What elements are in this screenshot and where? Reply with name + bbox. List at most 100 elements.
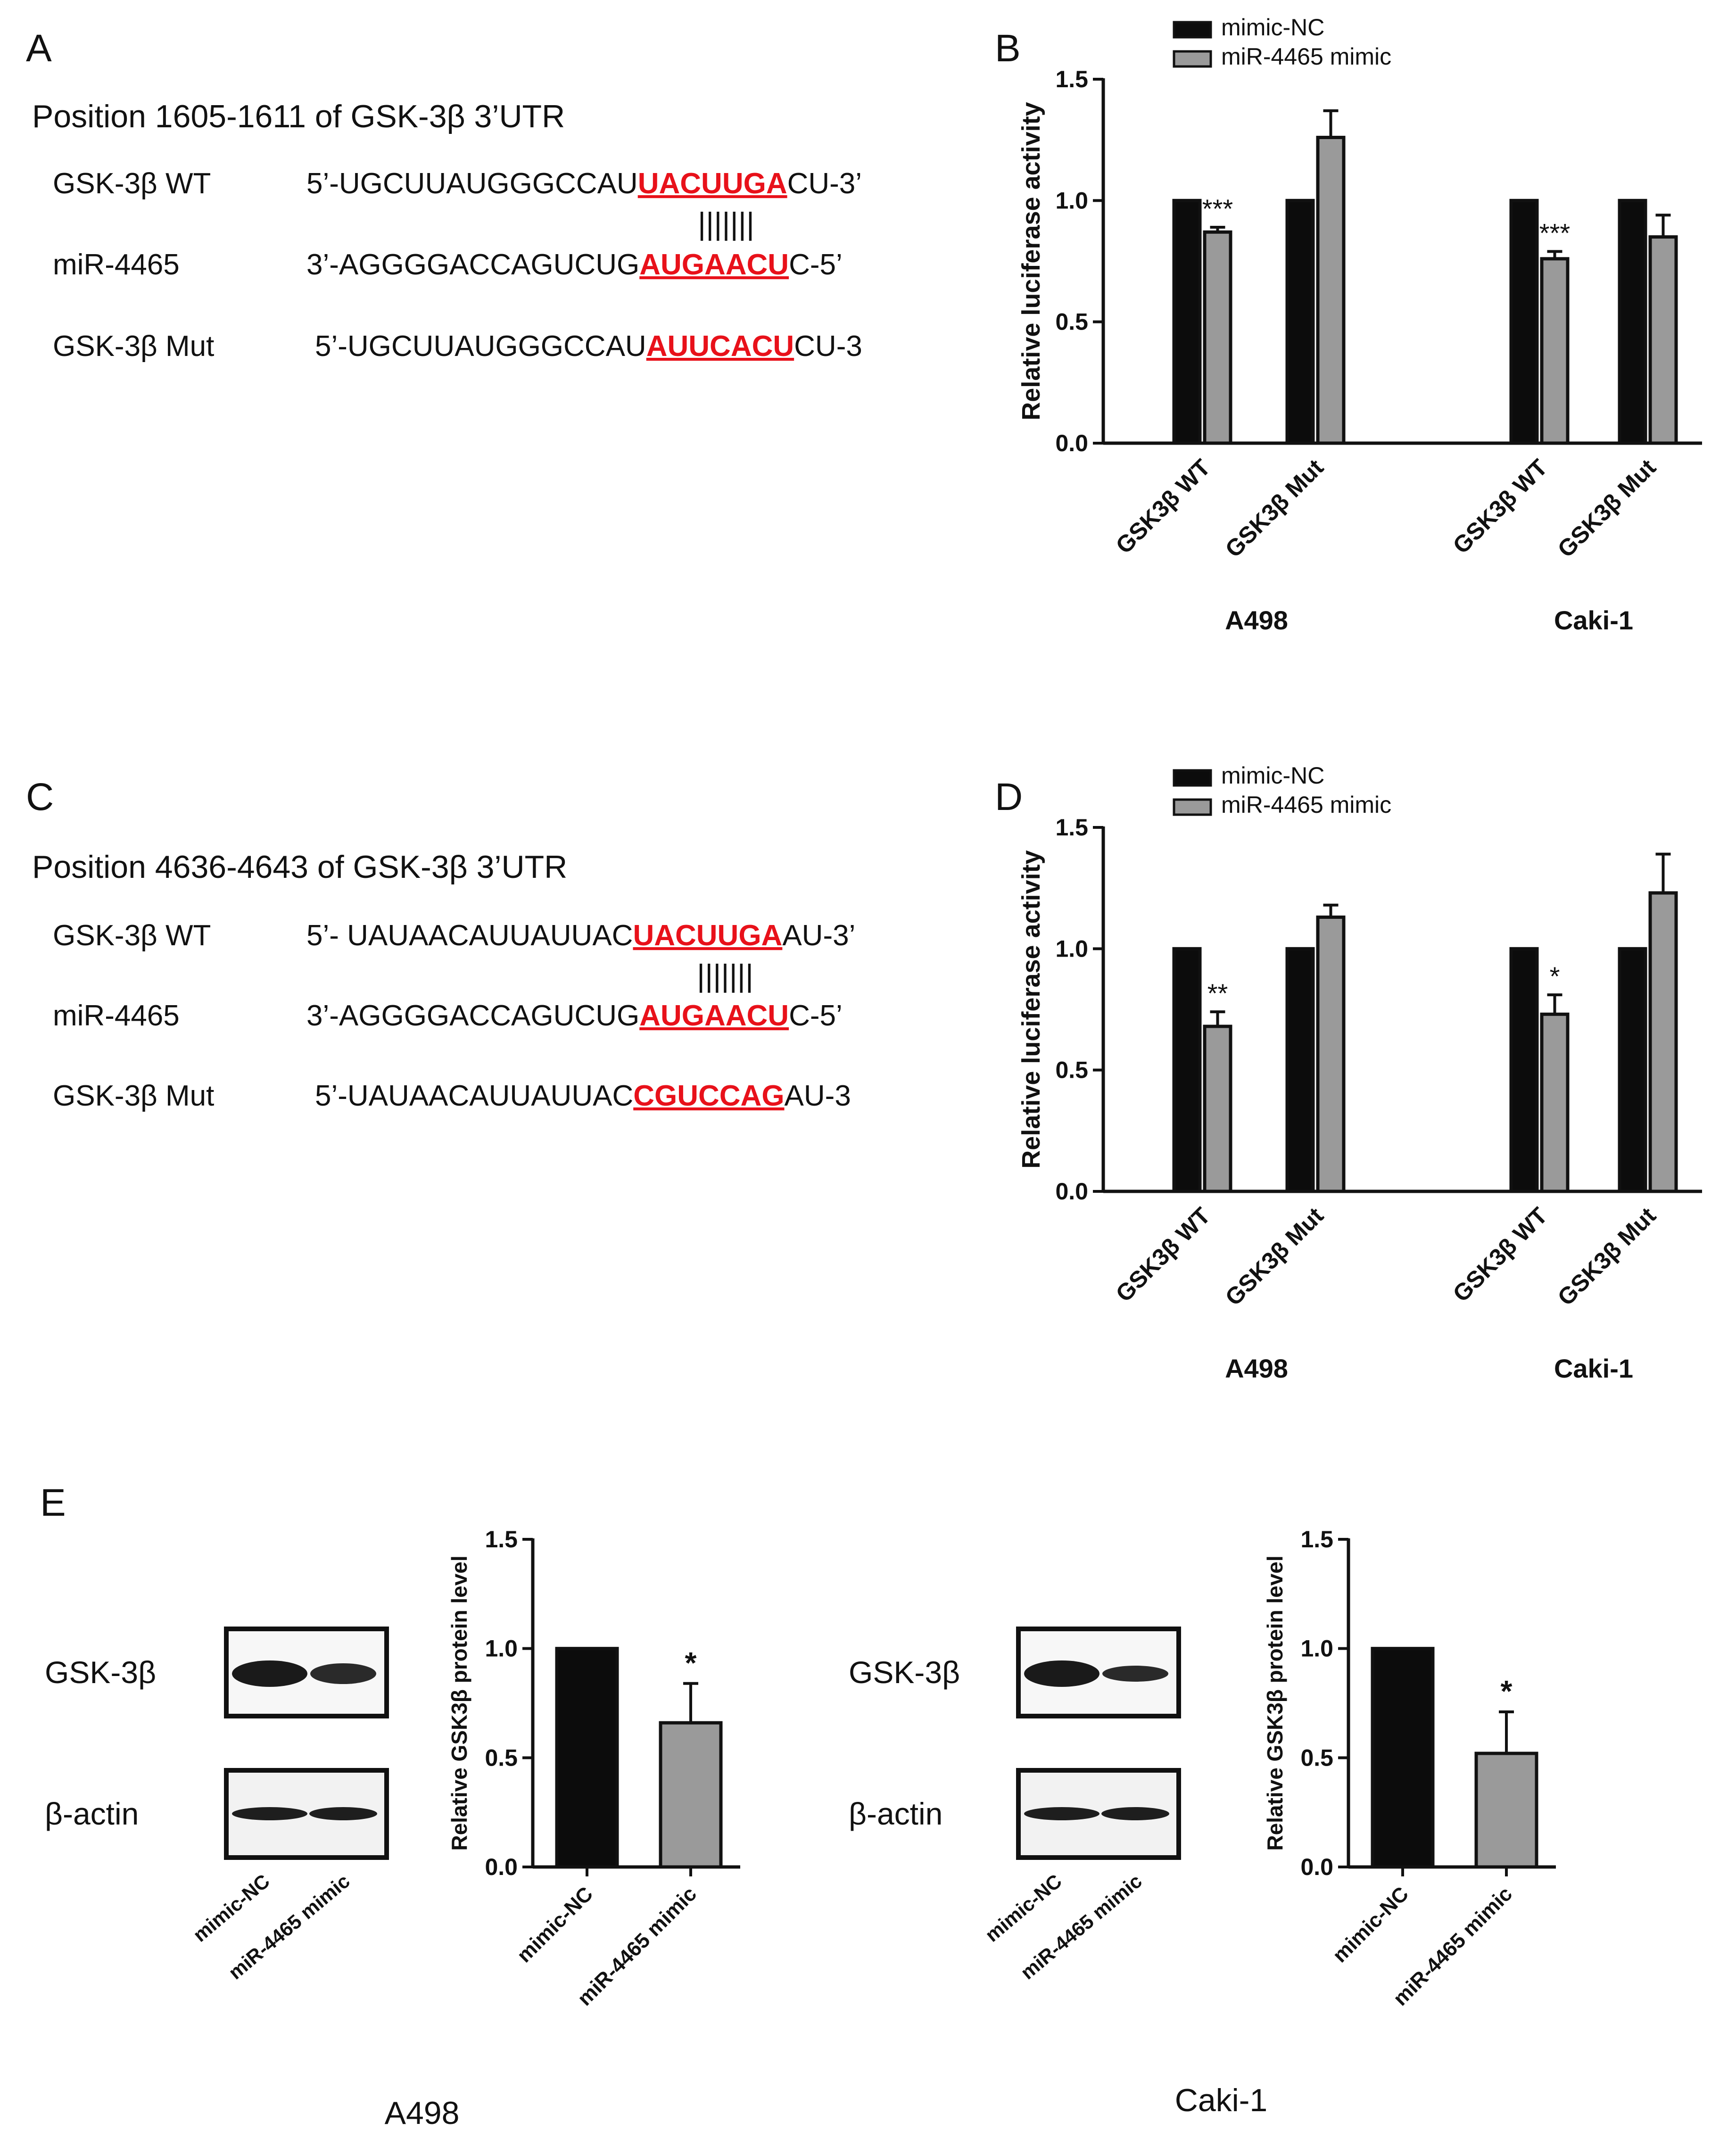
panel-A-row-label: GSK-3β Mut bbox=[53, 330, 214, 363]
chart-E2-significance: * bbox=[1501, 1674, 1513, 1708]
chart-D-bar-mir-4465 bbox=[1648, 891, 1678, 1193]
chart-B-bar-mimic-nc bbox=[1172, 198, 1202, 445]
sequence-flank: C-5’ bbox=[789, 999, 843, 1032]
chart-D-group-label: Caki-1 bbox=[1554, 1354, 1633, 1383]
legend-label: mimic-NC bbox=[1221, 14, 1324, 41]
chart-E2-y-tick-label: 0.5 bbox=[1300, 1744, 1333, 1771]
panel-A-sequence: 5’-UGCUUAUGGGCCAUUACUUGACU-3’ bbox=[306, 167, 862, 200]
panel-E-letter: E bbox=[40, 1481, 66, 1524]
blot-Caki1-band-label: β-actin bbox=[849, 1796, 942, 1831]
legend-label: mimic-NC bbox=[1221, 762, 1324, 789]
chart-D-bar-mimic-nc bbox=[1618, 947, 1647, 1193]
panel-A-sequence: 5’-UGCUUAUGGGCCAUAUUCACUCU-3 bbox=[315, 330, 862, 363]
chart-E1-y-tick-label: 1.0 bbox=[485, 1635, 518, 1662]
panel-A-pairing: ||||||| bbox=[698, 206, 754, 241]
legend-label: miR-4465 mimic bbox=[1221, 43, 1391, 70]
chart-D-x-tick-label: GSK3β Mut bbox=[1220, 1202, 1329, 1311]
blot-A498-cell-label: A498 bbox=[385, 2095, 460, 2131]
blot-A498-lane-label: mimic-NC bbox=[189, 1870, 273, 1946]
panel-A-row-label: GSK-3β WT bbox=[53, 167, 211, 200]
chart-D-y-tick-label: 0.5 bbox=[1055, 1057, 1088, 1083]
chart-B-group-label: Caki-1 bbox=[1554, 605, 1633, 635]
chart-B-x-tick-label: GSK3β Mut bbox=[1220, 454, 1329, 562]
chart-B-x-tick-label: GSK3β WT bbox=[1448, 454, 1553, 559]
blot-A498-band bbox=[232, 1807, 307, 1820]
blot-A498-band-label: GSK-3β bbox=[45, 1655, 156, 1690]
chart-D-y-tick-label: 1.5 bbox=[1055, 814, 1088, 841]
chart-B-bar-mir-4465 bbox=[1203, 230, 1232, 445]
chart-B-bar-mimic-nc bbox=[1618, 198, 1647, 445]
chart-D-bar-mimic-nc bbox=[1285, 947, 1315, 1193]
chart-D-y-tick-label: 1.0 bbox=[1055, 935, 1088, 962]
chart-E2-bar bbox=[1371, 1647, 1435, 1869]
panel-C-heading: Position 4636-4643 of GSK-3β 3’UTR bbox=[32, 849, 567, 885]
legend-swatch bbox=[1173, 798, 1212, 816]
blot-Caki1-cell-label: Caki-1 bbox=[1175, 2082, 1268, 2118]
chart-E1-bar bbox=[659, 1721, 723, 1869]
chart-E1-bar bbox=[555, 1647, 619, 1869]
panel-D-letter: D bbox=[995, 776, 1023, 818]
sequence-flank: 5’-UAUAACAUUAUUAC bbox=[315, 1080, 633, 1112]
panel-C-pairing: ||||||| bbox=[697, 958, 753, 993]
panel-C-letter: C bbox=[26, 776, 54, 818]
chart-B-y-tick-label: 0.5 bbox=[1055, 309, 1088, 335]
blot-A498-band-label: β-actin bbox=[45, 1796, 139, 1831]
chart-E1-y-tick-label: 1.5 bbox=[485, 1526, 518, 1553]
chart-D-group-label: A498 bbox=[1225, 1354, 1288, 1383]
chart-D-bar-mir-4465 bbox=[1316, 915, 1346, 1193]
sequence-flank: 3’-AGGGGACCAGUCUG bbox=[306, 999, 639, 1032]
sequence-flank: AU-3’ bbox=[782, 919, 855, 952]
panel-B-letter: B bbox=[995, 27, 1021, 70]
chart-D-significance: ** bbox=[1207, 978, 1228, 1008]
chart-D-bar-mimic-nc bbox=[1509, 947, 1539, 1193]
chart-B-bar-mimic-nc bbox=[1509, 198, 1539, 445]
sequence-flank: CU-3 bbox=[794, 330, 862, 363]
chart-D-x-tick-label: GSK3β WT bbox=[1111, 1202, 1215, 1307]
panel-A-heading: Position 1605-1611 of GSK-3β 3’UTR bbox=[32, 99, 565, 134]
chart-E1-y-label: Relative GSK3β protein level bbox=[447, 1555, 471, 1850]
panel-C-row-label: miR-4465 bbox=[53, 999, 180, 1032]
seed-site: AUGAACU bbox=[639, 999, 789, 1032]
chart-B-bar-mir-4465 bbox=[1540, 257, 1570, 445]
sequence-flank: CU-3’ bbox=[787, 167, 862, 200]
chart-D-bar-mir-4465 bbox=[1203, 1024, 1232, 1193]
chart-B-y-label: Relative luciferase activity bbox=[1017, 102, 1045, 420]
chart-B-significance: *** bbox=[1539, 218, 1570, 248]
chart-E1-y-tick-label: 0.0 bbox=[485, 1854, 518, 1880]
chart-D-bar-mir-4465 bbox=[1540, 1012, 1570, 1193]
chart-E2-y-label: Relative GSK3β protein level bbox=[1263, 1555, 1287, 1850]
blot-A498-band bbox=[232, 1660, 307, 1687]
chart-B-y-tick-label: 1.5 bbox=[1055, 66, 1088, 92]
blot-Caki1-band bbox=[1102, 1666, 1168, 1682]
blot-Caki1-band-label: GSK-3β bbox=[849, 1655, 960, 1690]
legend-swatch bbox=[1173, 50, 1212, 68]
chart-E2-x-tick-label: mimic-NC bbox=[1328, 1882, 1413, 1967]
legend-swatch bbox=[1173, 769, 1212, 787]
blot-A498-band bbox=[309, 1807, 377, 1820]
chart-E2-bar bbox=[1474, 1751, 1538, 1869]
sequence-flank: 3’-AGGGGACCAGUCUG bbox=[306, 248, 639, 281]
chart-E1-x-tick-label: mimic-NC bbox=[513, 1882, 597, 1967]
panel-C-sequence: 5’-UAUAACAUUAUUACCGUCCAGAU-3 bbox=[315, 1080, 851, 1112]
panel-C-row-label: GSK-3β WT bbox=[53, 919, 211, 952]
sequence-flank: 5’- UAUAACAUUAUUAC bbox=[306, 919, 633, 952]
chart-D-x-tick-label: GSK3β WT bbox=[1448, 1202, 1553, 1307]
blot-Caki1-band bbox=[1024, 1807, 1099, 1820]
chart-D-y-label: Relative luciferase activity bbox=[1017, 850, 1045, 1168]
seed-site: CGUCCAG bbox=[633, 1080, 784, 1112]
chart-B-group-label: A498 bbox=[1225, 605, 1288, 635]
legend-label: miR-4465 mimic bbox=[1221, 792, 1391, 818]
sequence-flank: AU-3 bbox=[785, 1080, 851, 1112]
sequence-flank: C-5’ bbox=[789, 248, 843, 281]
chart-D-significance: * bbox=[1550, 961, 1560, 991]
chart-B-bar-mimic-nc bbox=[1285, 198, 1315, 445]
blot-Caki1-band bbox=[1101, 1807, 1169, 1820]
sequence-flank: 5’-UGCUUAUGGGCCAU bbox=[306, 167, 638, 200]
seed-site: UACUUGA bbox=[638, 167, 787, 200]
chart-D-x-tick-label: GSK3β Mut bbox=[1553, 1202, 1661, 1311]
chart-B-y-tick-label: 0.0 bbox=[1055, 430, 1088, 456]
chart-E2-y-tick-label: 1.5 bbox=[1300, 1526, 1333, 1553]
chart-B-bar-mir-4465 bbox=[1316, 136, 1346, 445]
